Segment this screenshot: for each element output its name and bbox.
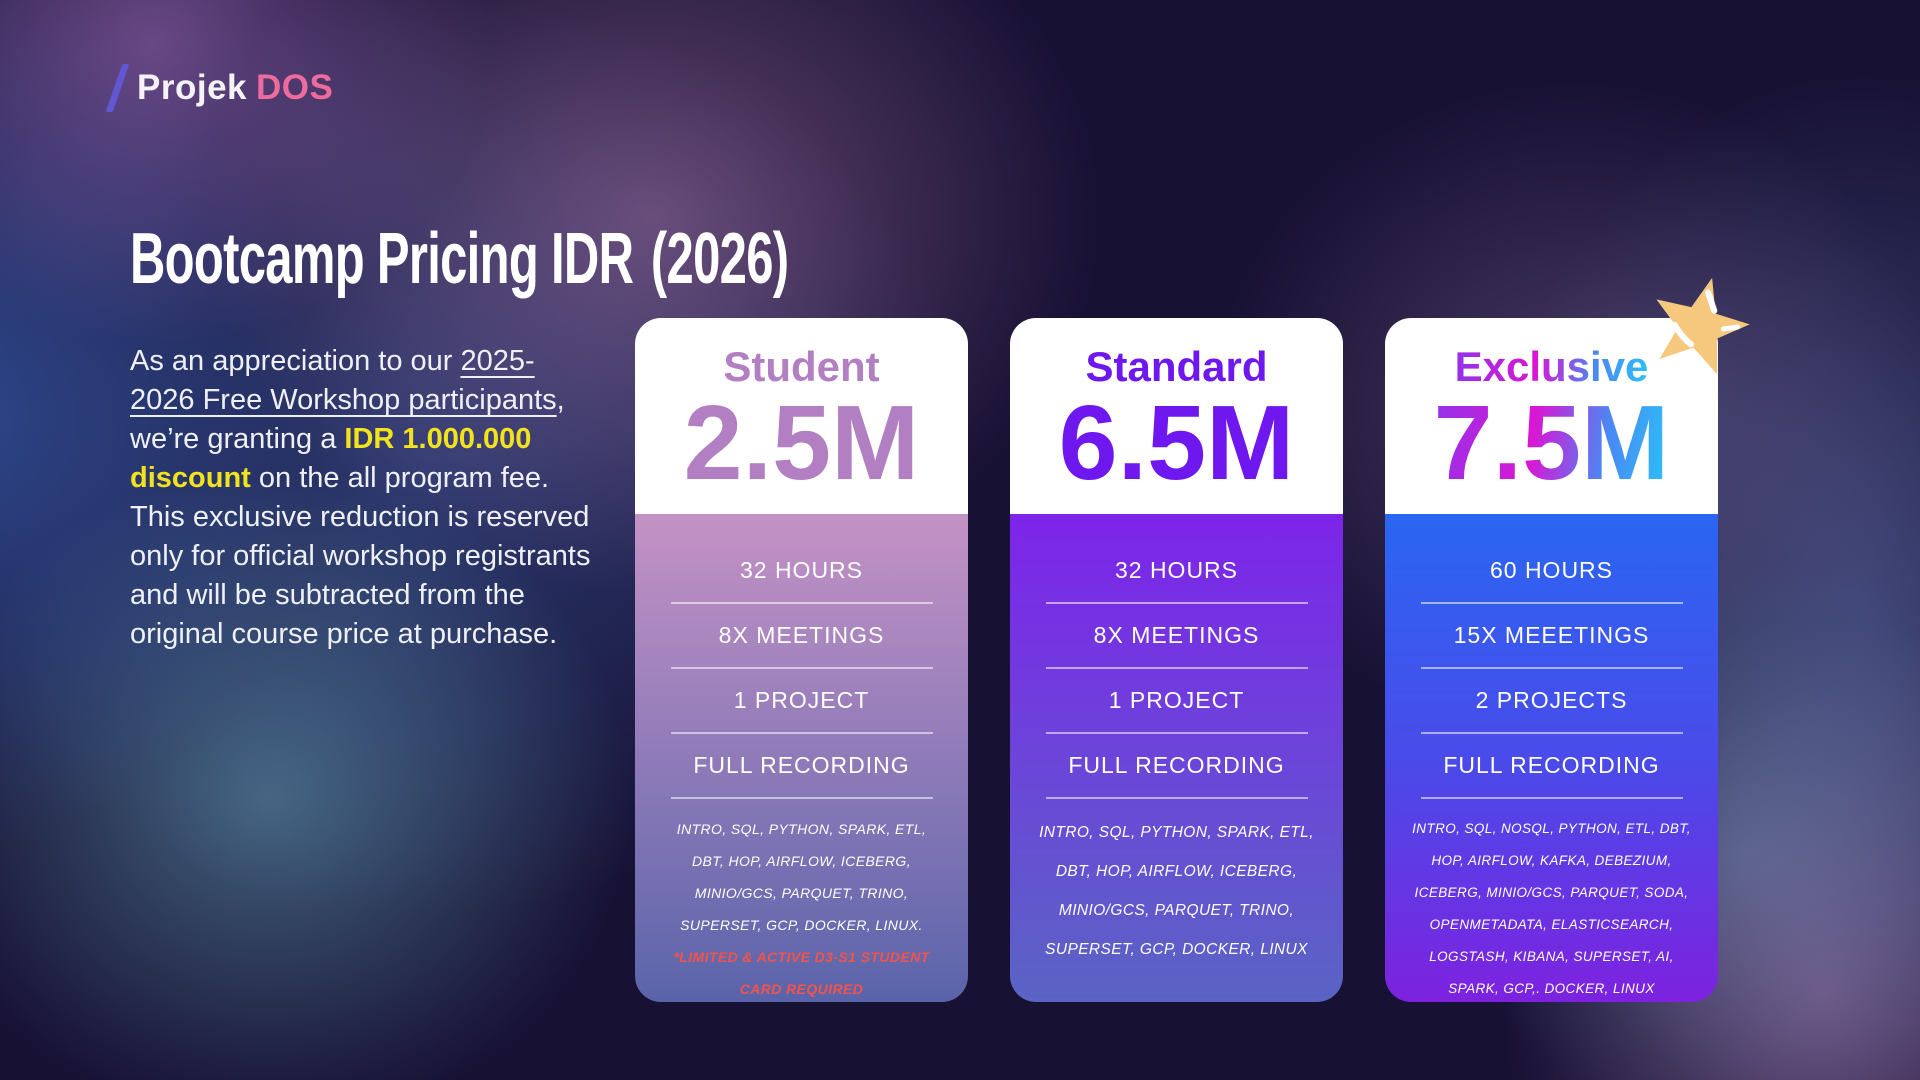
feature-item: 32 HOURS <box>670 556 933 604</box>
card-header: Exclusive 7.5M <box>1385 318 1718 514</box>
feature-item: FULL RECORDING <box>1420 734 1683 799</box>
brand-name: Projek <box>137 68 247 107</box>
tech-stack: INTRO, SQL, NOSQL, PYTHON, ETL, DBT, HOP… <box>1411 813 1692 1005</box>
feature-item: 1 PROJECT <box>670 669 933 734</box>
page-title: Bootcamp Pricing IDR (2026) <box>130 218 789 300</box>
tech-stack: INTRO, SQL, PYTHON, SPARK, ETL, DBT, HOP… <box>1036 813 1317 969</box>
tech-stack: INTRO, SQL, PYTHON, SPARK, ETL, DBT, HOP… <box>661 813 942 1005</box>
brand-suffix: DOS <box>256 68 334 107</box>
plan-name: Exclusive <box>1454 342 1649 390</box>
feature-item: 8X MEETINGS <box>670 604 933 669</box>
intro-prefix: As an appreciation to our <box>130 345 461 377</box>
intro-paragraph: As an appreciation to our 2025-2026 Free… <box>130 342 592 654</box>
tech-stack-text: INTRO, SQL, PYTHON, SPARK, ETL, DBT, HOP… <box>1039 824 1314 958</box>
card-header: Standard 6.5M <box>1010 318 1343 514</box>
intro-suffix: on the all program fee. This exclusive r… <box>130 462 591 650</box>
tech-stack-text: INTRO, SQL, PYTHON, SPARK, ETL, DBT, HOP… <box>676 821 927 933</box>
pricing-card-standard: Standard 6.5M 32 HOURS 8X MEETINGS 1 PRO… <box>1010 318 1343 1002</box>
plan-price: 7.5M <box>1433 383 1670 502</box>
card-body: 32 HOURS 8X MEETINGS 1 PROJECT FULL RECO… <box>635 514 968 1002</box>
limited-note: *LIMITED & ACTIVE D3-S1 STUDENT CARD REQ… <box>673 949 930 997</box>
intro-middle: , we’re granting a <box>130 384 565 455</box>
slash-icon <box>105 64 130 112</box>
brand-logo: Projek DOS <box>105 64 334 112</box>
feature-list: 32 HOURS 8X MEETINGS 1 PROJECT FULL RECO… <box>670 514 933 799</box>
feature-list: 32 HOURS 8X MEETINGS 1 PROJECT FULL RECO… <box>1045 514 1308 799</box>
page-title-main: Bootcamp Pricing IDR <box>130 219 634 299</box>
feature-item: 2 PROJECTS <box>1420 669 1683 734</box>
feature-item: FULL RECORDING <box>670 734 933 799</box>
discount-highlight: IDR 1.000.000 discount <box>130 423 532 494</box>
feature-list: 60 HOURS 15X MEEETINGS 2 PROJECTS FULL R… <box>1420 514 1683 799</box>
card-body: 32 HOURS 8X MEETINGS 1 PROJECT FULL RECO… <box>1010 514 1343 1002</box>
pricing-card-student: Student 2.5M 32 HOURS 8X MEETINGS 1 PROJ… <box>635 318 968 1002</box>
card-header: Student 2.5M <box>635 318 968 514</box>
pricing-cards: Student 2.5M 32 HOURS 8X MEETINGS 1 PROJ… <box>635 277 1750 1002</box>
feature-item: 1 PROJECT <box>1045 669 1308 734</box>
tech-stack-text: INTRO, SQL, NOSQL, PYTHON, ETL, DBT, HOP… <box>1412 821 1691 996</box>
feature-item: 60 HOURS <box>1420 556 1683 604</box>
plan-name: Standard <box>1085 342 1268 390</box>
feature-item: FULL RECORDING <box>1045 734 1308 799</box>
star-icon <box>1638 266 1760 388</box>
card-body: 60 HOURS 15X MEEETINGS 2 PROJECTS FULL R… <box>1385 514 1718 1002</box>
plan-name: Student <box>723 342 880 390</box>
feature-item: 8X MEETINGS <box>1045 604 1308 669</box>
workshop-participants-link: 2025-2026 Free Workshop participants <box>130 345 557 416</box>
plan-price: 6.5M <box>1058 383 1295 502</box>
pricing-card-exclusive: Exclusive 7.5M 60 HOURS 15X MEEETINGS 2 … <box>1385 277 1750 1002</box>
plan-price: 2.5M <box>683 383 920 502</box>
feature-item: 15X MEEETINGS <box>1420 604 1683 669</box>
page-title-year: (2026) <box>650 219 789 299</box>
feature-item: 32 HOURS <box>1045 556 1308 604</box>
